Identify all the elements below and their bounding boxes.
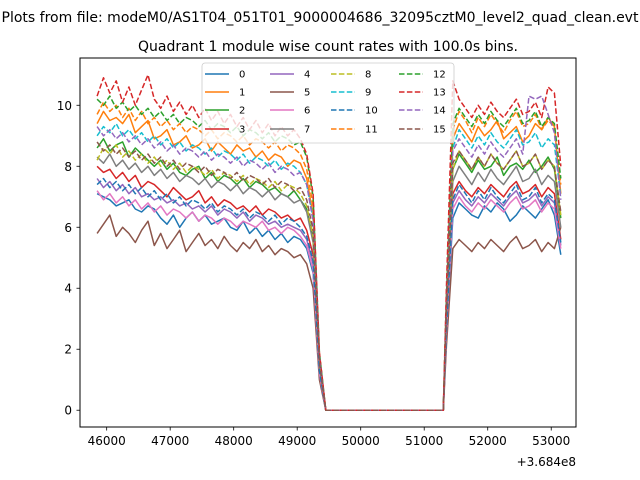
x-tick-label: 48000	[215, 434, 253, 448]
series-line-6	[96, 190, 562, 411]
x-tick-label: 52000	[469, 434, 507, 448]
series-line-14	[96, 95, 562, 411]
y-tick-label: 10	[57, 99, 72, 113]
series-line-15	[96, 141, 562, 411]
x-offset-label: +3.684e8	[517, 455, 576, 469]
legend-label-6: 6	[304, 106, 310, 117]
series-line-8	[96, 144, 562, 411]
x-tick-label: 46000	[88, 434, 126, 448]
x-axis: 46000 47000 48000 49000 50000 51000 52000 53000	[88, 427, 570, 448]
legend-label-4: 4	[304, 70, 310, 81]
legend-label-2: 2	[239, 106, 245, 117]
legend-label-13: 13	[433, 88, 446, 99]
series-line-5	[96, 214, 562, 411]
y-tick-label: 2	[64, 343, 72, 357]
legend-label-7: 7	[304, 125, 310, 136]
series-line-3	[96, 165, 562, 411]
legend-label-0: 0	[239, 70, 245, 81]
x-tick-label: 47000	[151, 434, 189, 448]
legend-box	[201, 62, 455, 144]
series-line-12	[96, 95, 562, 411]
legend-label-1: 1	[239, 88, 245, 99]
x-tick-label: 49000	[278, 434, 316, 448]
legend-label-5: 5	[304, 88, 310, 99]
y-tick-label: 8	[64, 160, 72, 174]
y-tick-label: 6	[64, 221, 72, 235]
y-tick-label: 0	[64, 404, 72, 418]
legend-label-12: 12	[433, 70, 446, 81]
series-layer	[96, 74, 562, 411]
x-tick-label: 53000	[532, 434, 570, 448]
x-tick-label: 51000	[405, 434, 443, 448]
legend-label-14: 14	[433, 106, 446, 117]
y-axis: 0 2 4 6 8 10	[57, 99, 80, 418]
figure-suptitle: Plots from file: modeM0/AS1T04_051T01_90…	[2, 10, 639, 26]
legend-label-3: 3	[239, 125, 245, 136]
y-tick-label: 4	[64, 282, 72, 296]
series-line-7	[96, 153, 562, 411]
chart-title: Quadrant 1 module wise count rates with …	[138, 39, 518, 55]
series-line-1	[96, 110, 562, 411]
x-tick-label: 50000	[342, 434, 380, 448]
axes-frame	[79, 57, 577, 428]
legend-label-8: 8	[365, 70, 371, 81]
series-line-9	[96, 122, 562, 411]
legend-label-9: 9	[365, 88, 371, 99]
series-line-11	[96, 101, 562, 411]
legend-label-15: 15	[433, 125, 446, 136]
legend-label-11: 11	[365, 125, 378, 136]
legend-label-10: 10	[365, 106, 378, 117]
series-line-10	[96, 177, 562, 411]
